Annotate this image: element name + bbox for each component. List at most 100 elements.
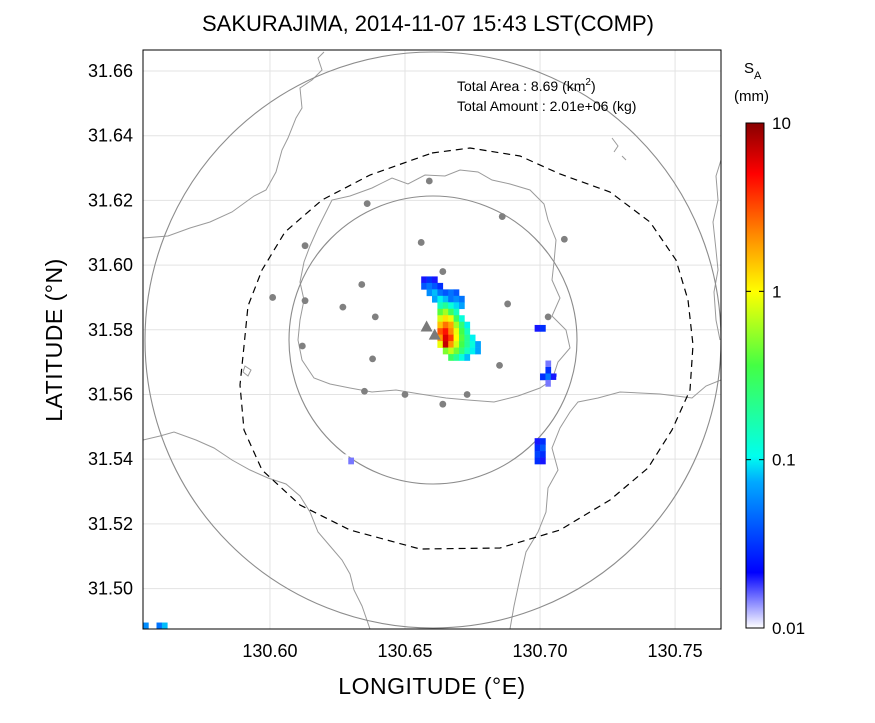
x-tick-labels: 130.60 130.65 130.70 130.75 xyxy=(242,641,702,661)
station-marker xyxy=(496,361,503,369)
ash-cell xyxy=(464,341,471,348)
ash-cell xyxy=(442,341,449,348)
southwest-coastline xyxy=(143,431,371,629)
chart-title: SAKURAJIMA, 2014-11-07 15:43 LST(COMP) xyxy=(202,11,654,36)
ash-cell xyxy=(453,308,460,316)
ash-cell xyxy=(377,447,384,455)
ash-cell xyxy=(442,347,449,355)
ash-cell xyxy=(437,289,444,297)
ash-cell xyxy=(453,315,460,323)
ash-cell xyxy=(161,622,168,629)
y-tick-label: 31.56 xyxy=(88,384,133,404)
ash-cell xyxy=(459,341,465,348)
ash-cell xyxy=(475,347,481,355)
ash-cell xyxy=(448,289,454,297)
station-marker xyxy=(298,342,306,350)
station-marker xyxy=(425,177,433,185)
ash-cell xyxy=(437,302,444,310)
colorbar: SA (mm) 10 1 0.1 0.01 xyxy=(734,60,805,638)
vent-marker xyxy=(428,328,441,340)
station-marker xyxy=(301,242,309,250)
y-tick-label: 31.62 xyxy=(88,190,133,210)
station-marker xyxy=(439,400,447,408)
ash-cells xyxy=(143,276,562,629)
ash-cell xyxy=(437,308,444,316)
station-marker xyxy=(417,239,425,246)
ash-cell xyxy=(534,438,541,445)
ash-cell xyxy=(469,347,476,355)
range-circle-outer xyxy=(144,51,721,629)
ash-cell xyxy=(550,373,557,381)
ash-cell xyxy=(448,295,454,303)
ash-cell xyxy=(545,366,552,374)
ash-cell xyxy=(464,334,471,342)
ash-cell xyxy=(459,328,465,335)
dashed-boundary xyxy=(239,147,694,550)
y-tick-label: 31.66 xyxy=(88,61,133,81)
ash-cell xyxy=(534,324,541,332)
y-tick-label: 31.60 xyxy=(88,255,133,275)
ash-cell xyxy=(540,451,546,458)
colorbar-tick-label: 1 xyxy=(772,282,781,301)
ash-cell xyxy=(448,341,454,348)
y-tick-label: 31.50 xyxy=(88,579,133,599)
ash-cell xyxy=(442,315,449,323)
total-area-annotation: Total Area : 8.69 (km2) xyxy=(457,77,596,94)
station-marker xyxy=(401,391,409,398)
ash-cell xyxy=(453,334,460,342)
x-tick-label: 130.75 xyxy=(648,641,703,661)
ash-cell xyxy=(459,354,465,361)
y-tick-label: 31.58 xyxy=(88,320,133,340)
ash-cell xyxy=(540,444,546,452)
ash-cell xyxy=(453,328,460,335)
ash-cell xyxy=(459,334,465,342)
ash-cell xyxy=(432,282,438,290)
ash-cell xyxy=(453,354,460,361)
ash-cell xyxy=(437,341,444,348)
ash-cell xyxy=(464,354,471,361)
ash-cell xyxy=(442,289,449,297)
range-circle-inner xyxy=(288,195,578,485)
ash-cell xyxy=(442,295,449,303)
ash-cell xyxy=(534,451,541,458)
ash-cell xyxy=(540,457,546,465)
y-tick-labels: 31.50 31.52 31.54 31.56 31.58 31.60 31.62 31.64… xyxy=(88,61,133,599)
plot-frame xyxy=(142,49,722,630)
ash-cell xyxy=(143,622,149,629)
station-marker xyxy=(439,268,447,275)
ash-cell xyxy=(453,289,460,297)
ash-cell xyxy=(453,347,460,355)
ash-cell xyxy=(453,321,460,329)
grid-lines xyxy=(143,50,721,629)
ash-cell xyxy=(540,324,546,332)
station-marker xyxy=(301,297,309,305)
x-tick-label: 130.60 xyxy=(242,641,297,661)
ash-cell xyxy=(372,447,379,455)
ash-cell xyxy=(448,308,454,316)
sakurajima-coastline xyxy=(297,169,571,403)
north-coastline-fragment xyxy=(611,137,627,161)
ash-cell xyxy=(550,379,557,387)
station-marker xyxy=(498,213,506,220)
colorbar-tick-label: 10 xyxy=(772,114,791,133)
ash-cell xyxy=(545,379,552,387)
ash-cell xyxy=(426,276,433,284)
ash-cell xyxy=(464,328,471,335)
y-tick-label: 31.52 xyxy=(88,514,133,534)
station-marker xyxy=(339,303,347,311)
ash-cell xyxy=(534,457,541,465)
station-marker xyxy=(369,355,376,363)
ash-cell xyxy=(421,276,427,284)
ash-cell xyxy=(437,321,444,329)
colorbar-tick-label: 0.01 xyxy=(772,619,805,638)
colorbar-label-unit: (mm) xyxy=(734,88,769,105)
ash-cell xyxy=(421,282,427,290)
ash-cell xyxy=(459,321,465,329)
ash-cell xyxy=(442,334,449,342)
ash-cell xyxy=(469,341,476,348)
ash-cell xyxy=(545,360,552,368)
total-amount-annotation: Total Amount : 2.01e+06 (kg) xyxy=(457,98,636,114)
ash-cell xyxy=(442,328,449,335)
station-marker xyxy=(463,391,471,398)
islet-west xyxy=(242,365,252,377)
